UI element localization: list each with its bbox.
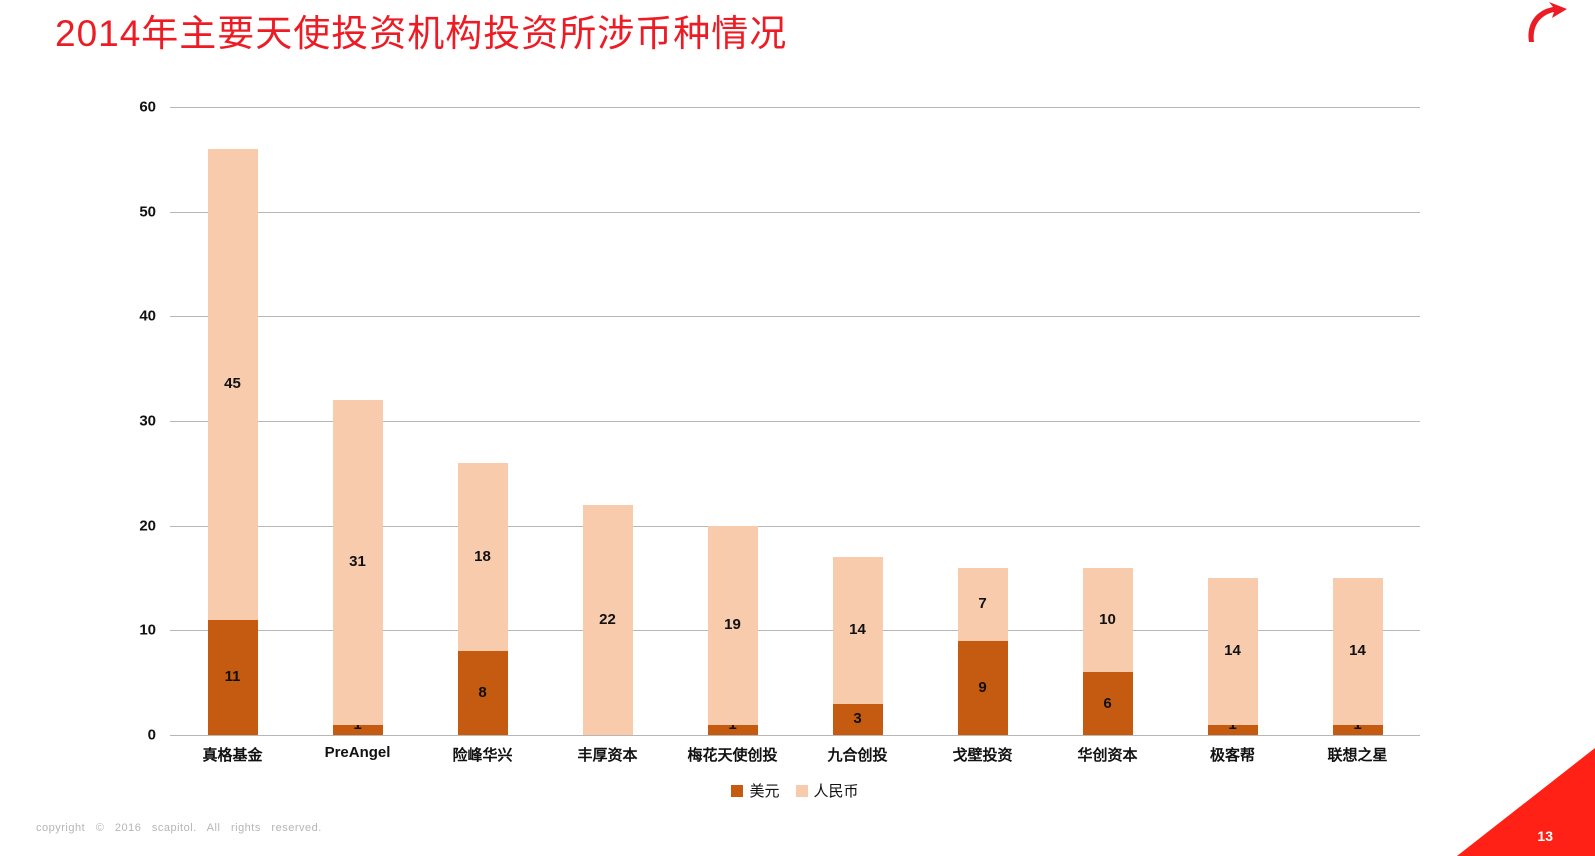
bar-segment-美元-华创资本: [1082, 672, 1133, 735]
page-number: 13: [1537, 828, 1553, 844]
bar-segment-人民币-真格基金: [207, 148, 258, 620]
bar-segment-人民币-九合创投: [832, 557, 883, 704]
bar-segment-美元-极客帮: [1207, 724, 1258, 735]
bar-segment-美元-九合创投: [832, 703, 883, 735]
legend-item-美元: 美元: [731, 780, 780, 801]
bar-segment-美元-真格基金: [207, 619, 258, 735]
x-axis-category-label: 戈壁投资: [952, 747, 1013, 764]
gridline: [170, 630, 1420, 632]
x-axis-category-label: 险峰华兴: [452, 747, 513, 764]
x-axis-category-label: 联想之星: [1327, 747, 1388, 764]
y-axis-tick-label: 60: [139, 98, 156, 116]
x-axis: 真格基金 PreAngel 险峰华兴 丰厚资本 梅花天使创投 九合创投 戈壁投资 华创资本 极客…: [170, 744, 1420, 766]
bar-segment-美元-联想之星: [1332, 724, 1383, 735]
gridline: [170, 735, 1420, 736]
bar-segment-人民币-梅花天使创投: [707, 525, 758, 725]
brand-swoosh-icon: [1528, 2, 1567, 42]
copyright-text: copyright © 2016 scapitol. All rights re…: [36, 822, 322, 834]
bar-segment-美元-PreAngel: [332, 724, 383, 735]
bar-segment-人民币-极客帮: [1207, 578, 1258, 725]
legend-swatch-icon: [731, 784, 744, 797]
legend-label: 美元: [749, 783, 780, 800]
page-title: 2014年主要天使投资机构投资所涉币种情况: [55, 13, 788, 54]
bar-segment-人民币-丰厚资本: [582, 504, 633, 735]
bar-segment-美元-险峰华兴: [457, 651, 508, 735]
bar-segment-人民币-联想之星: [1332, 578, 1383, 725]
gridline: [170, 211, 1420, 213]
bar-segment-人民币-险峰华兴: [457, 462, 508, 652]
gridline: [170, 525, 1420, 527]
x-axis-category-label: 极客帮: [1209, 747, 1255, 764]
y-axis-tick-label: 40: [139, 307, 156, 325]
chart-plot: 0102030405060114513181802211931497610114…: [139, 99, 1420, 744]
bar-segment-美元-戈壁投资: [957, 640, 1008, 735]
x-axis-category-label: 丰厚资本: [577, 747, 638, 764]
y-axis-tick-label: 50: [139, 203, 156, 221]
y-axis-tick-label: 10: [139, 621, 156, 639]
chart-legend: 美元 人民币: [170, 780, 1420, 801]
x-axis-category-label: 华创资本: [1077, 747, 1138, 764]
legend-label: 人民币: [813, 783, 859, 800]
y-axis-tick-label: 30: [139, 412, 156, 430]
y-axis-tick-label: 0: [147, 726, 156, 744]
x-axis-category-label: 梅花天使创投: [687, 747, 778, 764]
gridline: [170, 421, 1420, 422]
x-axis-category-label: 真格基金: [202, 747, 263, 764]
legend-swatch-icon: [795, 784, 808, 797]
bar-segment-美元-梅花天使创投: [707, 724, 758, 735]
gridline: [170, 316, 1420, 318]
gridline: [170, 107, 1420, 108]
bar-segment-人民币-华创资本: [1082, 567, 1133, 673]
legend-item-人民币: 人民币: [795, 780, 859, 801]
x-axis-category-label: 九合创投: [827, 747, 888, 764]
bar-segment-人民币-戈壁投资: [957, 567, 1008, 641]
y-axis-tick-label: 20: [139, 517, 156, 535]
bar-segment-人民币-PreAngel: [332, 400, 383, 725]
x-axis-category-label: PreAngel: [324, 744, 391, 761]
